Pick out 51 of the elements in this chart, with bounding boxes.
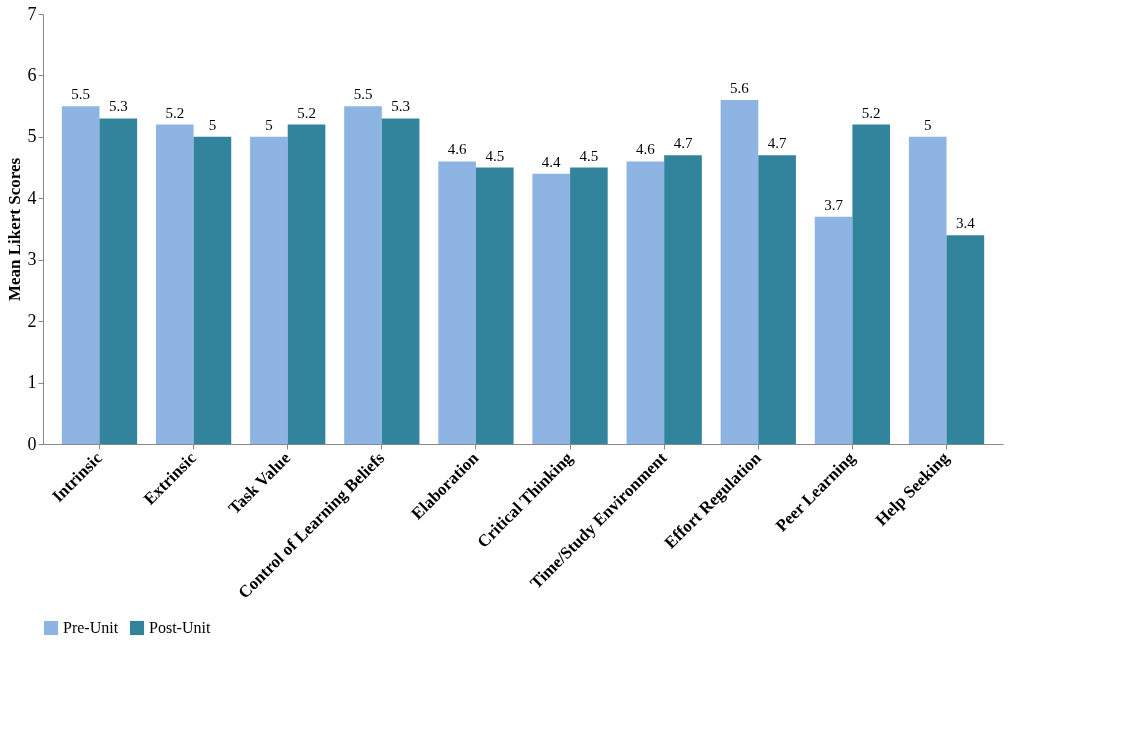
bar bbox=[344, 106, 382, 444]
bar bbox=[99, 118, 138, 444]
y-tick-label: 2 bbox=[27, 310, 37, 331]
bar bbox=[570, 167, 608, 444]
bar bbox=[532, 173, 571, 444]
bar bbox=[946, 235, 985, 444]
bar bbox=[626, 161, 665, 444]
bar bbox=[664, 155, 702, 444]
data-label: 4.7 bbox=[673, 135, 693, 152]
data-label: 5 bbox=[923, 116, 932, 133]
data-label: 4.5 bbox=[579, 147, 599, 164]
data-label: 5 bbox=[208, 116, 217, 133]
data-label: 4.6 bbox=[447, 141, 467, 158]
data-label: 5.2 bbox=[165, 104, 185, 121]
bar bbox=[720, 100, 759, 444]
bar bbox=[814, 216, 853, 444]
bar bbox=[193, 136, 232, 444]
bar bbox=[852, 124, 891, 444]
y-tick-label: 5 bbox=[27, 126, 37, 147]
data-label: 3.7 bbox=[824, 196, 844, 213]
bar bbox=[475, 167, 514, 444]
bar bbox=[155, 124, 194, 444]
y-tick-label: 4 bbox=[27, 187, 37, 208]
data-label: 5.5 bbox=[71, 86, 91, 103]
bar bbox=[758, 155, 796, 444]
data-label: 4.6 bbox=[635, 141, 656, 158]
data-label: 5.3 bbox=[391, 98, 411, 115]
data-label: 4.7 bbox=[767, 135, 787, 152]
data-label: 4.5 bbox=[485, 147, 505, 164]
bar bbox=[250, 136, 288, 444]
data-label: 5.2 bbox=[861, 104, 881, 121]
y-axis-title: Mean Likert Scores bbox=[4, 157, 24, 302]
data-label: 5.2 bbox=[297, 104, 316, 121]
data-label: 3.4 bbox=[955, 215, 976, 232]
y-tick-label: 6 bbox=[27, 64, 37, 85]
bar bbox=[381, 118, 420, 444]
data-label: 5.5 bbox=[353, 86, 373, 103]
y-tick-label: 7 bbox=[27, 3, 37, 24]
bar bbox=[287, 124, 326, 444]
bar bbox=[61, 106, 100, 444]
legend-label: Pre-Unit bbox=[63, 619, 119, 636]
y-tick-label: 3 bbox=[27, 249, 37, 270]
data-label: 4.4 bbox=[541, 153, 562, 170]
bar bbox=[908, 136, 947, 444]
data-label: 5.6 bbox=[730, 80, 750, 96]
data-label: 5.3 bbox=[108, 98, 128, 115]
y-tick-label: 1 bbox=[27, 372, 37, 393]
bar bbox=[438, 161, 476, 444]
data-label: 5 bbox=[265, 116, 273, 133]
y-tick-label: 0 bbox=[27, 433, 37, 454]
legend-label: Post-Unit bbox=[149, 619, 211, 636]
